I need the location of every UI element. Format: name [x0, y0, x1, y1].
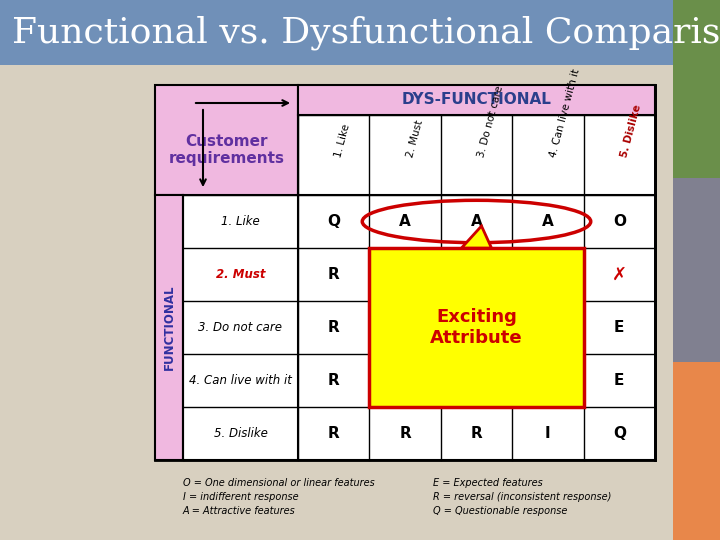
Text: A: A — [471, 214, 482, 229]
Text: R: R — [328, 267, 340, 282]
Bar — [155, 195, 183, 460]
Text: 3. Do not care: 3. Do not care — [199, 321, 282, 334]
Text: DYS-FUNCTIONAL: DYS-FUNCTIONAL — [402, 92, 552, 107]
Text: 1. Like: 1. Like — [333, 124, 352, 159]
Bar — [673, 178, 720, 362]
Text: 4. Can live with it: 4. Can live with it — [189, 374, 292, 387]
Text: Q: Q — [613, 426, 626, 441]
Text: Q = Questionable response: Q = Questionable response — [433, 506, 567, 516]
Text: A: A — [542, 214, 554, 229]
Text: I: I — [402, 267, 408, 282]
Polygon shape — [462, 226, 492, 248]
Text: R: R — [471, 426, 482, 441]
Text: I: I — [545, 426, 551, 441]
Text: Functional vs. Dysfunctional Comparison: Functional vs. Dysfunctional Comparison — [12, 15, 720, 50]
Text: 2. Must: 2. Must — [405, 119, 425, 159]
Text: E: E — [614, 373, 624, 388]
Bar — [673, 0, 720, 178]
Bar — [298, 85, 655, 115]
Bar — [0, 0, 673, 65]
Text: R: R — [328, 373, 340, 388]
Text: A = Attractive features: A = Attractive features — [183, 506, 296, 516]
Text: R = reversal (inconsistent response): R = reversal (inconsistent response) — [433, 492, 611, 502]
Text: O: O — [613, 214, 626, 229]
Text: R: R — [328, 320, 340, 335]
Text: E = Expected features: E = Expected features — [433, 478, 543, 488]
Text: A: A — [399, 214, 411, 229]
Bar — [673, 362, 720, 540]
Text: 5. Dislike: 5. Dislike — [214, 427, 267, 440]
Text: 4. Can live with it: 4. Can live with it — [548, 68, 581, 159]
Text: Exciting
Attribute: Exciting Attribute — [430, 308, 523, 347]
Text: I: I — [545, 267, 551, 282]
Text: O = One dimensional or linear features: O = One dimensional or linear features — [183, 478, 374, 488]
Text: 2. Must: 2. Must — [216, 268, 265, 281]
Text: FUNCTIONAL: FUNCTIONAL — [163, 285, 176, 370]
Text: ✗: ✗ — [612, 266, 627, 284]
Text: 1. Like: 1. Like — [221, 215, 260, 228]
Bar — [369, 248, 584, 407]
Bar — [155, 85, 655, 460]
Text: R: R — [399, 426, 411, 441]
Text: Customer
requirements: Customer requirements — [168, 134, 284, 166]
Text: 3. Do not care: 3. Do not care — [477, 85, 505, 159]
Bar — [155, 85, 298, 195]
Text: R: R — [328, 426, 340, 441]
Text: Q: Q — [327, 214, 340, 229]
Text: 5. Dislike: 5. Dislike — [619, 104, 643, 159]
Text: E: E — [614, 320, 624, 335]
Text: I = indifferent response: I = indifferent response — [183, 492, 299, 502]
